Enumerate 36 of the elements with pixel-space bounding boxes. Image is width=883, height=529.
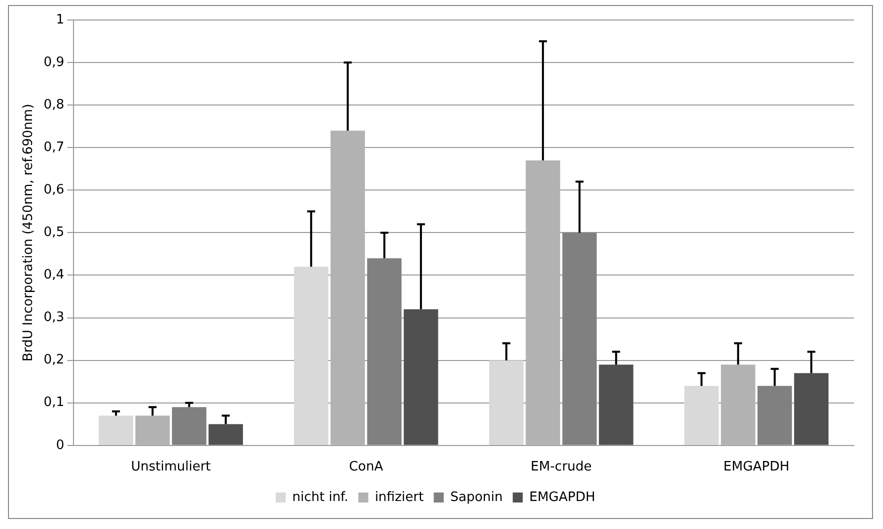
x-tick-label: EM-crude <box>530 460 592 475</box>
bar <box>98 416 134 445</box>
y-tick-label: 0,7 <box>44 140 64 155</box>
bar <box>758 386 792 445</box>
y-axis-title: BrdU Incorporation (450nm, ref.690nm) <box>21 104 36 362</box>
legend-label: EMGAPDH <box>529 490 596 505</box>
y-tick-label: 0,4 <box>44 268 64 283</box>
x-tick-label: Unstimuliert <box>130 460 211 475</box>
bar <box>598 364 634 445</box>
bar <box>684 386 719 445</box>
bar <box>720 364 756 445</box>
bar <box>208 424 243 445</box>
bar <box>794 373 829 445</box>
bar <box>489 360 524 445</box>
legend-label: Saponin <box>450 490 503 505</box>
bar <box>367 258 402 445</box>
y-tick-label: 0,2 <box>44 352 64 368</box>
y-tick-label: 0 <box>56 438 64 453</box>
y-tick-label: 1 <box>56 12 64 28</box>
y-tick-label: 0,8 <box>44 97 64 112</box>
bar <box>330 130 365 445</box>
x-tick-label: EMGAPDH <box>723 460 790 475</box>
bar <box>526 160 560 445</box>
bar <box>294 266 328 445</box>
x-tick-label: ConA <box>348 460 384 475</box>
y-tick-label: 0,9 <box>44 54 64 70</box>
legend-label: infiziert <box>374 490 424 505</box>
y-tick-label: 0,3 <box>44 310 64 326</box>
y-tick-label: 0,5 <box>44 225 64 240</box>
bar <box>135 416 170 445</box>
y-tick-label: 0,1 <box>44 395 64 410</box>
legend-label: nicht inf. <box>292 490 348 505</box>
bar <box>404 309 438 445</box>
bar <box>562 232 597 445</box>
y-tick-label: 0,6 <box>44 182 64 198</box>
bar <box>172 407 206 445</box>
